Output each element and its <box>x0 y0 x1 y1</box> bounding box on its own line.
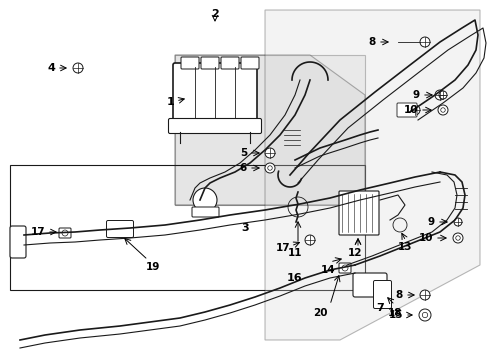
Circle shape <box>73 63 83 73</box>
FancyBboxPatch shape <box>352 273 386 297</box>
Circle shape <box>440 108 445 112</box>
Circle shape <box>264 148 274 158</box>
Text: 17: 17 <box>275 243 289 253</box>
FancyBboxPatch shape <box>106 220 133 238</box>
Circle shape <box>438 91 446 99</box>
Text: 3: 3 <box>241 223 248 233</box>
Circle shape <box>419 290 429 300</box>
Polygon shape <box>264 10 479 340</box>
Text: 19: 19 <box>145 262 160 272</box>
Text: 10: 10 <box>418 233 432 243</box>
Circle shape <box>452 233 462 243</box>
FancyBboxPatch shape <box>168 118 261 134</box>
Text: 8: 8 <box>368 37 375 47</box>
FancyBboxPatch shape <box>59 228 71 238</box>
Circle shape <box>455 236 459 240</box>
FancyBboxPatch shape <box>338 263 350 273</box>
Text: 17: 17 <box>30 227 45 237</box>
Circle shape <box>193 188 217 212</box>
Text: 7: 7 <box>375 303 383 313</box>
Text: 6: 6 <box>239 163 246 173</box>
Circle shape <box>453 218 461 226</box>
Text: 11: 11 <box>287 248 302 258</box>
Circle shape <box>267 166 272 170</box>
Circle shape <box>409 105 419 115</box>
Text: 5: 5 <box>239 148 246 158</box>
FancyBboxPatch shape <box>338 191 378 235</box>
Circle shape <box>264 163 274 173</box>
FancyBboxPatch shape <box>173 63 257 122</box>
Circle shape <box>305 235 314 245</box>
FancyBboxPatch shape <box>181 57 199 69</box>
Text: 9: 9 <box>412 90 419 100</box>
Text: 2: 2 <box>211 9 219 19</box>
FancyBboxPatch shape <box>114 223 126 233</box>
FancyBboxPatch shape <box>192 207 219 217</box>
Text: 20: 20 <box>313 308 327 318</box>
Text: 1: 1 <box>166 97 174 107</box>
Text: 9: 9 <box>427 217 434 227</box>
Circle shape <box>422 312 427 318</box>
Text: 15: 15 <box>387 310 402 320</box>
Text: 13: 13 <box>397 242 411 252</box>
Polygon shape <box>175 55 364 205</box>
FancyBboxPatch shape <box>396 103 416 117</box>
Circle shape <box>419 37 429 47</box>
Text: 16: 16 <box>286 273 302 283</box>
Circle shape <box>62 230 68 236</box>
Circle shape <box>117 225 123 231</box>
Text: 18: 18 <box>387 308 402 318</box>
Circle shape <box>341 265 347 271</box>
Circle shape <box>437 105 447 115</box>
Circle shape <box>418 309 430 321</box>
Text: 8: 8 <box>395 290 402 300</box>
Text: 14: 14 <box>320 265 335 275</box>
Text: 12: 12 <box>347 248 362 258</box>
Text: 4: 4 <box>47 63 55 73</box>
FancyBboxPatch shape <box>201 57 219 69</box>
Polygon shape <box>175 55 364 205</box>
FancyBboxPatch shape <box>241 57 259 69</box>
Circle shape <box>434 90 444 100</box>
FancyBboxPatch shape <box>10 226 26 258</box>
FancyBboxPatch shape <box>221 57 239 69</box>
Text: 10: 10 <box>403 105 417 115</box>
FancyBboxPatch shape <box>373 280 391 309</box>
